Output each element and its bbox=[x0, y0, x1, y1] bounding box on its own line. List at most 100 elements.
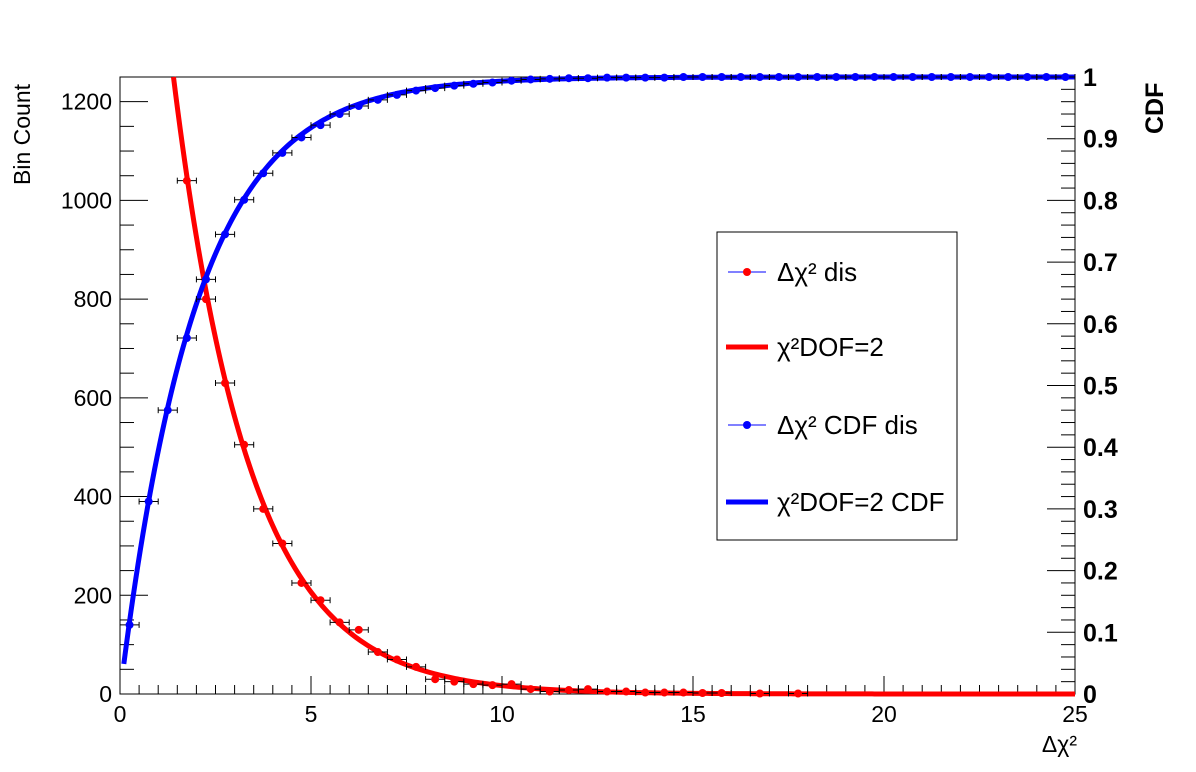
y-left-axis-title: Bin Count bbox=[9, 83, 35, 185]
series-2-point bbox=[717, 73, 726, 81]
series-2-point bbox=[163, 406, 172, 415]
series-0-point bbox=[221, 379, 230, 388]
x-tick-label: 5 bbox=[305, 701, 318, 727]
series-2-point bbox=[736, 73, 745, 81]
series-0-point bbox=[354, 625, 363, 634]
series-0-point bbox=[182, 176, 191, 185]
series-2-point bbox=[488, 78, 497, 87]
series-0-point bbox=[660, 688, 669, 697]
series-0-point bbox=[373, 648, 382, 657]
series-0-point bbox=[679, 688, 688, 697]
series-0-point bbox=[392, 655, 401, 664]
series-0-point bbox=[469, 680, 478, 689]
x-axis-title: Δχ² bbox=[1042, 731, 1077, 757]
series-0-point bbox=[717, 689, 726, 698]
y-left-tick-label: 0 bbox=[99, 681, 112, 707]
y-left-tick-label: 1000 bbox=[61, 187, 112, 213]
series-2-point bbox=[1004, 73, 1013, 81]
series-2-point bbox=[985, 73, 994, 81]
series-0-point bbox=[564, 686, 573, 695]
y-right-tick-label: 0.3 bbox=[1083, 496, 1118, 524]
series-2-point bbox=[182, 333, 191, 342]
series-0-point bbox=[603, 687, 612, 696]
series-2-point bbox=[526, 75, 535, 84]
series-2-point bbox=[813, 73, 822, 81]
x-tick-label: 0 bbox=[114, 701, 127, 727]
series-2-point bbox=[240, 195, 249, 204]
series-2-point bbox=[698, 73, 707, 81]
series-2-point bbox=[354, 101, 363, 110]
series-layer bbox=[119, 73, 1076, 698]
series-2-point bbox=[221, 230, 230, 239]
series-2-point bbox=[412, 86, 421, 95]
series-0-point bbox=[335, 618, 344, 627]
series-2-point bbox=[450, 81, 459, 90]
y-left-tick-label: 400 bbox=[74, 484, 112, 510]
series-2-point bbox=[1061, 73, 1070, 81]
series-0-point bbox=[526, 685, 535, 694]
series-2-point bbox=[392, 90, 401, 99]
y-right-tick-label: 0.5 bbox=[1083, 373, 1118, 401]
series-2-point bbox=[1042, 73, 1051, 81]
series-2-point bbox=[889, 73, 898, 81]
y-right-tick-label: 0.9 bbox=[1083, 126, 1118, 154]
y-right-tick-label: 0.2 bbox=[1083, 558, 1118, 586]
series-2-point bbox=[946, 73, 955, 81]
series-2-point bbox=[373, 95, 382, 104]
series-0-point bbox=[755, 689, 764, 698]
series-2-point bbox=[660, 73, 669, 82]
series-2-point bbox=[201, 275, 210, 284]
ticks-layer: 0 5 10 15 20 2502004006008001000120000.10.20.… bbox=[61, 64, 1118, 727]
series-2-point bbox=[622, 73, 631, 82]
series-0-point bbox=[545, 687, 554, 696]
x-tick-label: 20 bbox=[871, 701, 897, 727]
series-0-point bbox=[641, 688, 650, 697]
series-0-point bbox=[412, 662, 421, 671]
y-right-tick-label: 0.8 bbox=[1083, 187, 1118, 215]
series-2-point bbox=[278, 148, 287, 157]
y-left-tick-label: 200 bbox=[74, 582, 112, 608]
legend-label-3: χ²DOF=2 CDF bbox=[777, 487, 945, 517]
series-2-point bbox=[755, 73, 764, 81]
x-tick-label: 10 bbox=[489, 701, 515, 727]
x-tick-label: 25 bbox=[1062, 701, 1088, 727]
series-2-point bbox=[583, 74, 592, 83]
legend-marker-point bbox=[743, 268, 751, 276]
y-right-tick-label: 0.1 bbox=[1083, 619, 1118, 647]
y-right-tick-label: 0.7 bbox=[1083, 249, 1118, 277]
series-2-point bbox=[316, 121, 325, 130]
legend-box bbox=[716, 231, 958, 541]
series-2-point bbox=[794, 73, 803, 81]
series-2-point bbox=[832, 73, 841, 81]
series-0-point bbox=[794, 689, 803, 698]
series-2-point bbox=[469, 79, 478, 88]
series-0-point bbox=[278, 539, 287, 548]
series-2-point bbox=[641, 73, 650, 82]
series-2-point bbox=[335, 110, 344, 119]
x-tick-label: 15 bbox=[680, 701, 706, 727]
series-0-point bbox=[698, 689, 707, 698]
series-0-point bbox=[431, 675, 440, 684]
legend-markers bbox=[726, 268, 768, 505]
legend-label-1: χ²DOF=2 bbox=[777, 332, 884, 362]
series-2-point bbox=[679, 73, 688, 81]
series-2-point bbox=[259, 169, 268, 178]
series-2-point bbox=[431, 84, 440, 93]
legend-marker-point bbox=[743, 421, 751, 429]
y-right-tick-label: 0 bbox=[1083, 681, 1097, 709]
legend-label-0: Δχ² dis bbox=[777, 257, 857, 287]
series-2-point bbox=[774, 73, 783, 81]
y-right-tick-label: 0.4 bbox=[1083, 434, 1118, 462]
series-2-point bbox=[1023, 73, 1032, 81]
legend: Δχ² dis χ²DOF=2 Δχ² CDF dis χ²DOF=2 CDF bbox=[716, 231, 958, 541]
series-2-point bbox=[870, 73, 879, 81]
series-0-point bbox=[507, 680, 516, 689]
series-2-point bbox=[545, 74, 554, 83]
series-2-point bbox=[125, 620, 134, 629]
series-2-point bbox=[927, 73, 936, 81]
y-left-tick-label: 800 bbox=[74, 286, 112, 312]
series-0-point bbox=[583, 685, 592, 694]
y-left-tick-label: 600 bbox=[74, 385, 112, 411]
series-2-point bbox=[851, 73, 860, 81]
